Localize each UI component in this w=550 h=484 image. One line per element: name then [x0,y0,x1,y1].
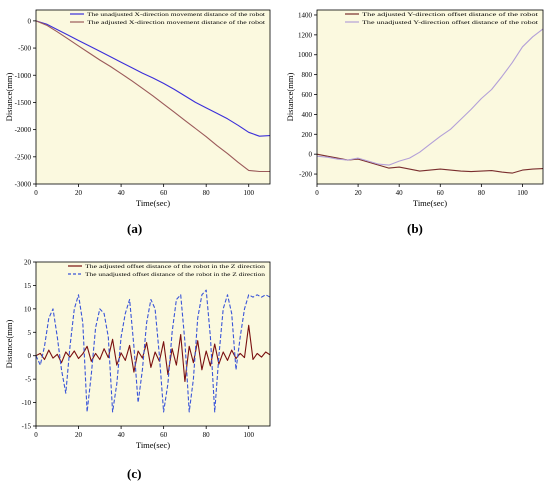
chart-b-y-tick-label-0: -200 [299,171,312,179]
chart-b-y-tick-label-1: 0 [309,151,313,159]
chart-c-plot-area [36,262,270,426]
chart-panel-c: 0 20 40 60 80 100 -15 -10 -5 0 5 10 15 20 Time(sec) Dis… [2,244,275,454]
chart-c-x-tick-label-2: 40 [118,431,126,439]
chart-a-x-tick-label-3: 60 [160,189,168,197]
chart-c-x-tick-label-0: 0 [34,431,38,439]
chart-c-y-tick-label-5: 10 [24,305,32,313]
chart-a-x-tick-label-2: 40 [118,189,126,197]
chart-b-series-line-1 [316,28,544,166]
chart-c-series-line-1 [35,289,271,413]
chart-a-series-line-1 [35,20,270,173]
chart-b-legend-label-1: The unadjusted Y-direction offset distan… [362,19,539,26]
chart-a-legend-label-1: The adjusted X-direction movement distan… [87,19,266,26]
chart-a-x-tick-label-4: 80 [203,189,211,197]
chart-panel-b: 0 20 40 60 80 100 -200 0 200 400 600 800 1000 1200 140… [285,2,548,208]
chart-b-x-tick-label-0: 0 [315,189,319,197]
panel-label-b: (b) [407,221,423,236]
chart-a-y-tick-label-2: -2000 [15,126,32,134]
chart-c-y-tick-label-0: -15 [22,423,32,431]
chart-b-y-tick-label-2: 200 [302,131,313,139]
chart-c-y-tick-label-3: 0 [28,352,32,360]
chart-panel-a: 0 20 40 60 80 100 -3000 -2500 -2000 -1500 -1000 -50… [2,2,275,208]
chart-c-legend-label-1: The unadjusted offset distance of the ro… [85,271,265,278]
chart-b-axes-frame [316,9,544,185]
chart-a-y-tick-label-5: -500 [18,45,31,53]
chart-b-y-tick-label-7: 1200 [298,31,313,39]
chart-a-y-tick-label-6: 0 [28,17,32,25]
chart-b-plot-area [317,10,543,184]
chart-c-x-tick-label-5: 100 [243,431,254,439]
chart-a-x-tick-label-1: 20 [75,189,83,197]
chart-c-x-axis-label: Time(sec) [136,440,170,450]
chart-b-y-tick-label-3: 400 [302,111,313,119]
chart-c-y-tick-label-1: -10 [22,399,32,407]
chart-b-y-tick-label-8: 1400 [298,11,313,19]
chart-c-x-tick-label-3: 60 [160,431,168,439]
chart-b-x-axis-label: Time(sec) [413,198,447,208]
chart-b-series-line-0 [316,153,544,174]
chart-a-y-tick-label-4: -1000 [15,72,32,80]
chart-b-y-tick-label-6: 1000 [298,51,313,59]
chart-c-y-tick-label-4: 5 [28,329,32,337]
chart-c-y-tick-label-7: 20 [24,259,32,267]
chart-b-y-tick-label-5: 800 [302,71,313,79]
chart-a-x-axis-label: Time(sec) [136,198,170,208]
chart-b-x-tick-label-5: 100 [517,189,528,197]
chart-a-series-line-0 [35,20,271,137]
chart-a-y-tick-label-1: -2500 [15,153,32,161]
chart-c-y-tick-label-6: 15 [24,282,32,290]
chart-c-axes-frame [35,261,271,427]
chart-b-x-tick-label-3: 60 [437,189,445,197]
chart-c-series-line-0 [35,324,271,383]
chart-b-y-tick-label-4: 600 [302,91,313,99]
chart-c-x-tick-label-4: 80 [203,431,211,439]
chart-c: 0 20 40 60 80 100 -15 -10 -5 0 5 10 15 20 Time(sec) Dis… [4,259,271,450]
chart-a: 0 20 40 60 80 100 -3000 -2500 -2000 -1500 -1000 -50… [4,9,271,208]
chart-b-x-tick-label-1: 20 [355,189,363,197]
chart-b-y-axis-label: Distance(mm) [285,73,295,122]
chart-c-x-tick-label-1: 20 [75,431,83,439]
chart-a-x-tick-label-0: 0 [34,189,38,197]
chart-b-x-tick-label-4: 80 [478,189,486,197]
panel-label-a: (a) [127,221,143,236]
chart-a-y-tick-label-3: -1500 [15,99,32,107]
chart-c-legend-label-0: The adjusted offset distance of the robo… [85,263,265,270]
chart-c-y-axis-label: Distance(mm) [4,320,14,369]
chart-a-axes-frame [35,9,271,185]
chart-a-y-axis-label: Distance(mm) [4,73,14,122]
chart-b-legend-label-0: The adjusted Y-direction offset distance… [362,11,539,18]
chart-a-x-tick-label-5: 100 [243,189,254,197]
chart-b: 0 20 40 60 80 100 -200 0 200 400 600 800 1000 1200 140… [285,9,544,208]
chart-a-legend-label-0: The unadjusted X-direction movement dist… [87,11,266,18]
chart-b-x-tick-label-2: 40 [396,189,404,197]
chart-a-y-tick-label-0: -3000 [15,181,32,189]
panel-label-c: (c) [127,466,142,481]
chart-c-y-tick-label-2: -5 [25,376,31,384]
